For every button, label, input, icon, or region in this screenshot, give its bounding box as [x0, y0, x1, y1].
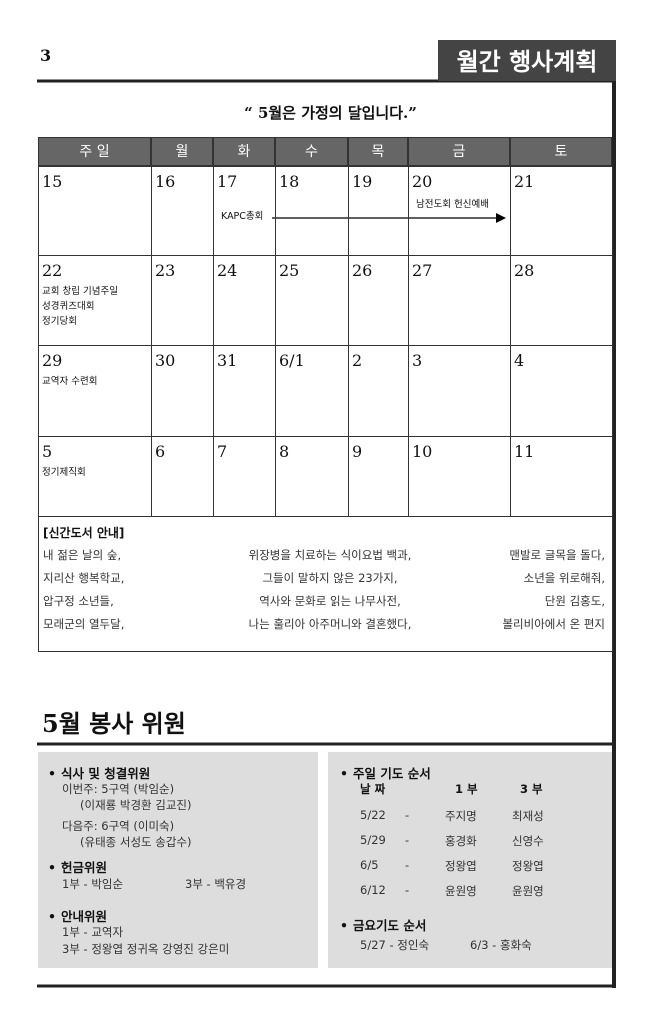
day-number: 18	[279, 172, 300, 191]
day-number: 8	[279, 442, 290, 461]
day-number: 6/1	[279, 351, 305, 370]
books-title: [신간도서 안내]	[43, 526, 125, 540]
weekday-header: 월	[151, 137, 213, 166]
service-title: 5월 봉사 위원	[42, 709, 186, 738]
cell: -	[405, 883, 410, 897]
day-cell	[408, 345, 511, 437]
day-number: 25	[279, 261, 300, 280]
day-number: 21	[514, 172, 535, 191]
cell: -	[405, 858, 410, 872]
day-number: 9	[352, 442, 363, 461]
line: 1부 - 박임순	[62, 877, 124, 891]
book: 지리산 행복학교,	[43, 571, 125, 585]
cell: 6/12	[360, 883, 386, 897]
cell: 5/29	[360, 833, 386, 847]
day-number: 5	[42, 442, 53, 461]
day-number: 22	[42, 261, 63, 280]
cell: 윤원영	[445, 884, 477, 898]
motto: “ 5월은 가정의 달입니다.”	[244, 104, 417, 122]
day-number: 28	[514, 261, 535, 280]
line: (유태종 서성도 송갑수)	[80, 835, 192, 849]
book: 모래군의 열두달,	[43, 617, 125, 631]
weekday-header: 토	[510, 137, 612, 166]
event-text: 정기제직회	[42, 467, 86, 478]
event-text: 성경퀴즈대회	[42, 301, 95, 312]
day-number: 6	[155, 442, 166, 461]
header-title: 월간 행사계획	[456, 47, 598, 76]
cell: 주지명	[445, 809, 477, 823]
cell: 홍경화	[445, 834, 477, 848]
line: 1부 - 교역자	[62, 925, 124, 939]
book: 내 젊은 날의 숲,	[43, 548, 122, 562]
day-number: 11	[514, 442, 535, 461]
day-number: 3	[412, 351, 423, 370]
event-text: KAPC총회	[221, 211, 264, 222]
day-number: 15	[42, 172, 63, 191]
column-header: 1 부	[455, 782, 478, 796]
line: 이번주: 5구역 (박임순)	[62, 782, 175, 796]
cell: 5/22	[360, 808, 386, 822]
line: 다음주: 6구역 (이미숙)	[62, 819, 175, 833]
day-number: 30	[155, 351, 176, 370]
section-heading: 헌금위원	[48, 857, 107, 876]
book: 역사와 문화로 읽는 나무사전,	[259, 594, 401, 608]
weekday-header: 목	[348, 137, 408, 166]
cell: 최재성	[512, 809, 544, 823]
cell: 정왕엽	[445, 859, 477, 873]
day-number: 20	[412, 172, 433, 191]
day-number: 10	[412, 442, 433, 461]
weekday-header: 금	[408, 137, 510, 166]
column-header: 3 부	[520, 782, 543, 796]
line: (이재룡 박경환 김교진)	[80, 798, 192, 812]
event-text: 교역자 수련회	[42, 376, 98, 387]
book: 압구정 소년들,	[43, 594, 114, 608]
weekday-header: 화	[213, 137, 275, 166]
cell: 정왕엽	[512, 859, 544, 873]
event-text: 남전도회 헌신예배	[416, 199, 489, 210]
day-number: 7	[217, 442, 228, 461]
book: 위장병을 치료하는 식이요법 백과,	[248, 548, 412, 562]
day-number: 19	[352, 172, 373, 191]
book: 볼리비아에서 온 편지	[502, 617, 605, 631]
section-heading: 안내위원	[48, 906, 107, 925]
day-cell	[510, 345, 613, 437]
line: 5/27 - 정인숙	[360, 938, 430, 952]
day-number: 2	[352, 351, 363, 370]
day-number: 23	[155, 261, 176, 280]
book: 그들이 말하지 않은 23가지,	[262, 571, 398, 585]
cell: -	[405, 833, 410, 847]
day-number: 27	[412, 261, 433, 280]
books-box	[38, 516, 613, 652]
book: 소년을 위로해줘,	[523, 571, 605, 585]
day-number: 31	[217, 351, 238, 370]
day-number: 4	[514, 351, 525, 370]
day-number: 29	[42, 351, 63, 370]
column-header: 날 짜	[360, 782, 386, 796]
event-text: 정기당회	[42, 316, 77, 327]
section-heading: 주일 기도 순서	[340, 763, 431, 782]
line: 3부 - 백유경	[185, 877, 247, 891]
cell: -	[405, 808, 410, 822]
cell: 신영수	[512, 834, 544, 848]
day-number: 24	[217, 261, 238, 280]
section-heading: 금요기도 순서	[340, 915, 426, 934]
page-number: 3	[40, 46, 52, 65]
line: 6/3 - 홍화숙	[470, 938, 532, 952]
day-number: 26	[352, 261, 373, 280]
day-number: 16	[155, 172, 176, 191]
cell: 윤원영	[512, 884, 544, 898]
event-text: 교회 창립 기념주일	[42, 286, 118, 297]
book: 나는 훌리아 아주머니와 결혼했다,	[248, 617, 412, 631]
book: 맨발로 글목을 돌다,	[509, 548, 605, 562]
weekday-header: 주 일	[38, 137, 151, 166]
section-heading: 식사 및 청결위원	[48, 763, 150, 782]
cell: 6/5	[360, 858, 379, 872]
day-number: 17	[217, 172, 238, 191]
line: 3부 - 정왕엽 정귀옥 강영진 강은미	[62, 942, 230, 956]
book: 단원 김홍도,	[544, 594, 605, 608]
weekday-header: 수	[275, 137, 348, 166]
